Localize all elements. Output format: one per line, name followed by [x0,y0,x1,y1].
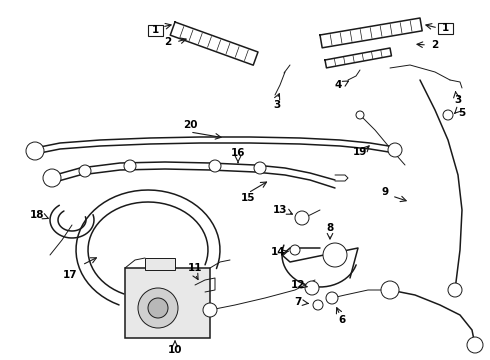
Text: 1: 1 [151,25,159,35]
FancyBboxPatch shape [147,24,163,36]
Circle shape [79,165,91,177]
Circle shape [295,211,309,225]
Circle shape [305,281,319,295]
Circle shape [381,281,399,299]
Circle shape [43,169,61,187]
Text: 9: 9 [381,187,389,197]
Circle shape [467,337,483,353]
Circle shape [26,142,44,160]
Text: 4: 4 [334,80,342,90]
FancyBboxPatch shape [125,268,210,338]
Text: 16: 16 [231,148,245,158]
Text: 12: 12 [291,280,305,290]
Circle shape [290,245,300,255]
Bar [145,258,175,270]
Text: 8: 8 [326,223,334,233]
Circle shape [148,298,168,318]
Circle shape [124,160,136,172]
Text: 3: 3 [273,100,281,110]
Circle shape [209,160,221,172]
Text: 3: 3 [454,95,462,105]
Text: 17: 17 [63,270,77,280]
Text: 14: 14 [270,247,285,257]
Text: 2: 2 [431,40,439,50]
Text: 1: 1 [441,23,449,33]
Text: 15: 15 [241,193,255,203]
Circle shape [203,303,217,317]
Text: 18: 18 [30,210,44,220]
Circle shape [313,300,323,310]
Text: 19: 19 [353,147,367,157]
FancyBboxPatch shape [438,23,452,33]
Text: 20: 20 [183,120,197,130]
Circle shape [443,110,453,120]
Text: 10: 10 [168,345,182,355]
Circle shape [388,143,402,157]
Circle shape [138,288,178,328]
Text: 2: 2 [164,37,171,47]
Circle shape [326,292,338,304]
Circle shape [254,162,266,174]
Circle shape [448,283,462,297]
Text: 6: 6 [339,315,345,325]
Text: 7: 7 [294,297,302,307]
Circle shape [323,243,347,267]
Text: 11: 11 [188,263,202,273]
Text: 13: 13 [273,205,287,215]
Circle shape [356,111,364,119]
Text: 5: 5 [458,108,466,118]
